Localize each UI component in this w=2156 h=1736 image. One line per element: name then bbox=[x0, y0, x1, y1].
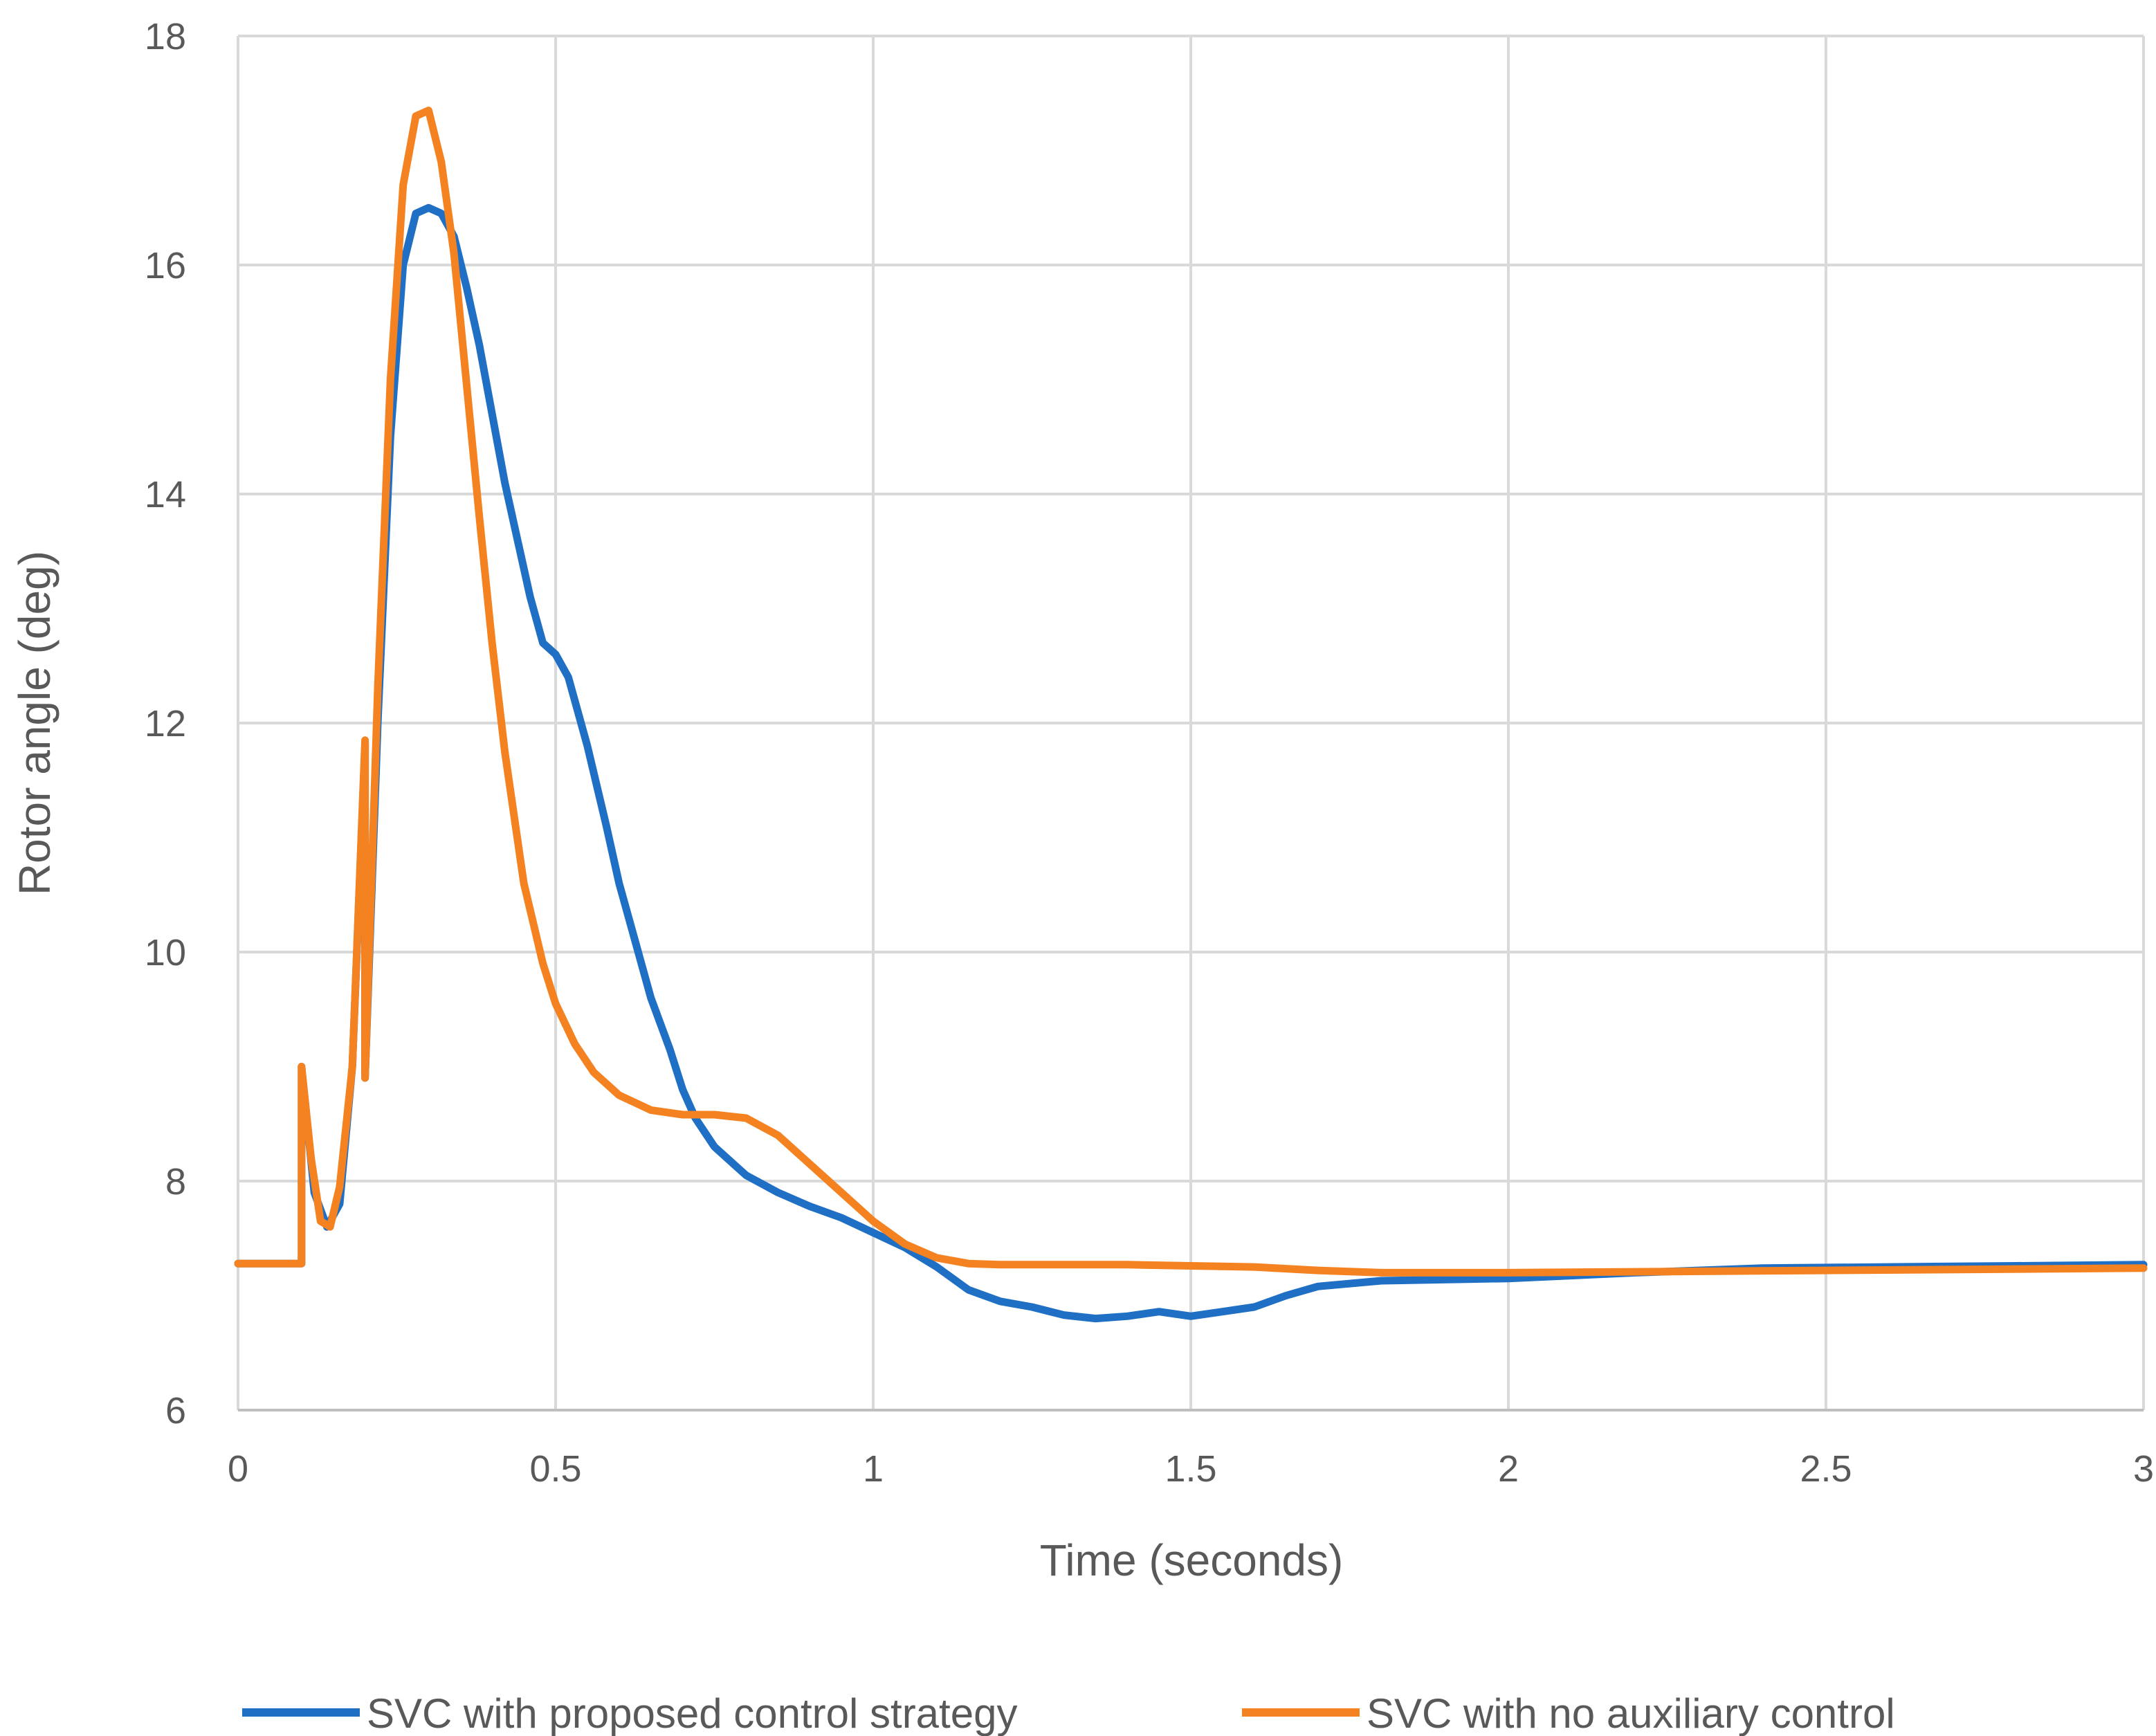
y-tick-label: 14 bbox=[145, 474, 186, 515]
y-tick-label: 8 bbox=[165, 1161, 186, 1203]
y-tick-label: 12 bbox=[145, 703, 186, 744]
legend-label-proposed: SVC with proposed control strategy bbox=[367, 1690, 1017, 1736]
y-tick-label: 18 bbox=[145, 16, 186, 57]
y-tick-label: 10 bbox=[145, 932, 186, 974]
x-tick-label: 0.5 bbox=[529, 1448, 581, 1490]
y-axis-title: Rotor angle (deg) bbox=[10, 551, 60, 895]
x-tick-label: 0 bbox=[228, 1448, 248, 1490]
series-layer bbox=[234, 107, 2148, 1323]
legend: SVC with proposed control strategy SVC w… bbox=[242, 1690, 1895, 1736]
tick-label-layer: 6 8 10 12 14 16 18 0 0.5 1 1.5 2 2.5 3 bbox=[145, 16, 2154, 1490]
series-line-no-auxiliary-control bbox=[234, 107, 2148, 1277]
x-tick-label: 1 bbox=[863, 1448, 884, 1490]
x-tick-label: 3 bbox=[2133, 1448, 2154, 1490]
y-tick-label: 16 bbox=[145, 245, 186, 286]
x-tick-label: 2 bbox=[1498, 1448, 1519, 1490]
legend-label-no-auxiliary: SVC with no auxiliary control bbox=[1367, 1690, 1895, 1736]
x-axis-title: Time (seconds) bbox=[1040, 1535, 1344, 1585]
grid-layer bbox=[237, 35, 2145, 1410]
x-tick-label: 2.5 bbox=[1800, 1448, 1852, 1490]
y-tick-label: 6 bbox=[165, 1390, 186, 1432]
x-tick-label: 1.5 bbox=[1164, 1448, 1216, 1490]
